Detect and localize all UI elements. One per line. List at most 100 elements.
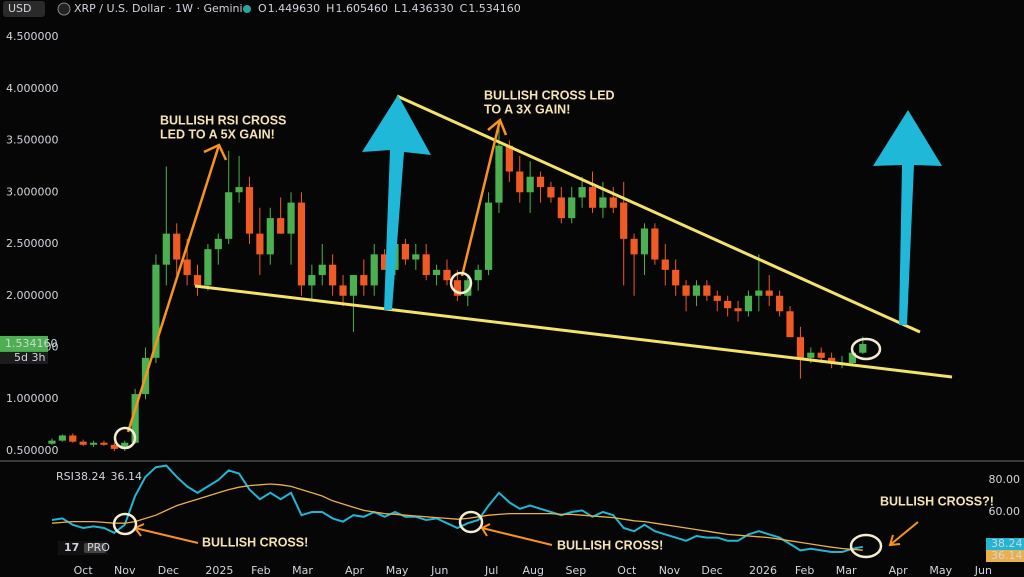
wedge-lower [194, 284, 953, 379]
candle-body [713, 295, 721, 301]
candle-body [848, 352, 856, 364]
up-arrow [362, 95, 431, 310]
arrow-head [888, 534, 901, 547]
countdown-bg [0, 351, 48, 364]
candle-body [796, 337, 805, 358]
rsi-line [51, 483, 863, 551]
ohlc-value: 1.436330 [401, 2, 454, 15]
candle-body [339, 285, 347, 296]
candle-body [277, 218, 285, 234]
candle-body [536, 176, 545, 188]
candle-body [547, 187, 555, 198]
highlight-circle [458, 510, 484, 534]
x-tick-label: Nov [659, 564, 681, 577]
value-tag [986, 550, 1024, 562]
currency-button[interactable] [3, 1, 45, 17]
annotation: TO A 3X GAIN! [484, 102, 570, 116]
arrow-head [203, 143, 228, 161]
status-dot [243, 5, 251, 13]
x-tick-label: Aug [523, 564, 544, 577]
candle-body [828, 357, 836, 364]
candle-body [516, 171, 524, 193]
price-tag [0, 335, 48, 352]
arrow [889, 521, 919, 546]
highlight-circle [850, 337, 882, 361]
ohlc-key: O [258, 2, 267, 15]
annotation: BULLISH CROSS?! [880, 494, 994, 508]
y-tick-label: 80.00 [989, 473, 1021, 486]
candle-body [817, 352, 825, 358]
candle-body [661, 259, 669, 270]
highlight-circle [113, 426, 137, 450]
x-tick-label: Mar [836, 564, 857, 577]
candle-body [214, 238, 222, 250]
candle-body [620, 202, 628, 239]
candle-body [422, 254, 430, 276]
candle-body [162, 233, 170, 265]
y-tick-label: 60.00 [989, 505, 1021, 518]
candle-body [859, 343, 867, 353]
x-tick-label: Mar [292, 564, 313, 577]
legend-value: 38.24 [74, 470, 106, 483]
candle-body [308, 275, 316, 286]
x-tick-label: Jun [974, 564, 992, 577]
candle-body [578, 187, 586, 198]
x-tick-label: 2026 [749, 564, 777, 577]
annotation: BULLISH RSI CROSS [160, 113, 286, 127]
x-tick-label: Jun [430, 564, 448, 577]
arrow-head [487, 117, 508, 136]
candle-body [682, 285, 690, 296]
x-tick-label: Apr [889, 564, 909, 577]
currency[interactable]: USD [8, 2, 32, 15]
candle-body [89, 442, 98, 445]
candle-body [651, 228, 659, 260]
candle-body [69, 435, 77, 442]
value-tag-label: 36.14 [991, 549, 1023, 562]
candle-body [48, 440, 56, 444]
pane-title: RSI [56, 470, 74, 483]
candle-body [557, 197, 565, 219]
candle-body [744, 295, 753, 312]
candle-body [786, 311, 794, 338]
symbol-title: XRP / U.S. Dollar · 1W · Gemini [74, 2, 243, 15]
value-tag-label: 38.24 [991, 537, 1023, 550]
candle-body [692, 285, 701, 296]
price-tag-label: 1.534160 [5, 337, 58, 350]
x-tick-label: May [929, 564, 952, 577]
x-tick-label: Dec [158, 564, 179, 577]
arrow [460, 119, 502, 277]
candle-body [193, 275, 202, 286]
arrow-head [480, 523, 491, 537]
candle-body [640, 228, 649, 255]
candle-body [225, 192, 233, 239]
countdown: 5d 3h [14, 351, 45, 364]
candle-body [484, 202, 493, 270]
x-tick-label: Jul [484, 564, 498, 577]
candle-body [58, 435, 66, 441]
annotation: LED TO A 5X GAIN! [160, 127, 275, 141]
y-tick-label: 3.500000 [6, 134, 59, 147]
x-tick-label: May [386, 564, 409, 577]
ohlc-value: 1.534160 [468, 2, 521, 15]
candle-body [401, 244, 410, 260]
x-tick-label: Oct [74, 564, 94, 577]
annotation: BULLISH CROSS LED [484, 88, 615, 102]
y-tick-label: 4.500000 [6, 30, 59, 43]
candle-body [776, 295, 784, 312]
candle-body [474, 269, 482, 281]
candle-body [100, 442, 108, 445]
candle-body [568, 197, 576, 219]
up-arrow [873, 110, 942, 325]
candle-body [412, 254, 420, 260]
candle-body [110, 444, 118, 449]
badge-bg [84, 543, 106, 553]
ohlc: O 1.449630 H 1.605460 L 1.436330 C 1.534160 [258, 2, 521, 15]
highlight-circle [849, 533, 883, 559]
x-tick-label: 2025 [205, 564, 233, 577]
y-tick-label: 2.500000 [6, 237, 59, 250]
candle-body [256, 233, 264, 255]
candle-body [443, 269, 451, 281]
candle-body [318, 264, 326, 276]
candle-body [432, 269, 441, 276]
